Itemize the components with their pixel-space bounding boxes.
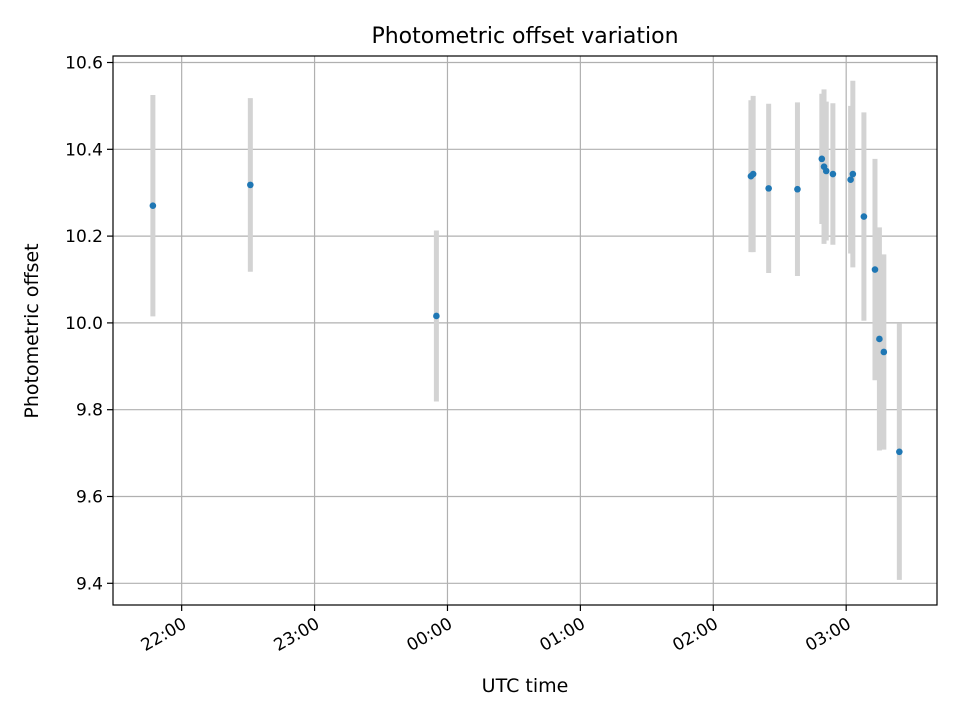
data-point <box>829 170 837 178</box>
y-tick-label: 10.0 <box>65 314 103 334</box>
y-tick-label: 10.4 <box>65 140 103 160</box>
data-point <box>433 312 440 320</box>
chart-title: Photometric offset variation <box>371 24 678 49</box>
y-tick-label: 9.4 <box>76 574 103 594</box>
y-tick-label: 9.8 <box>76 401 103 421</box>
data-points <box>149 155 903 456</box>
y-tick-label: 9.6 <box>76 488 103 508</box>
data-point <box>149 202 157 210</box>
data-point <box>765 185 772 192</box>
data-point <box>896 448 903 456</box>
data-point <box>818 155 826 163</box>
data-point <box>876 335 883 343</box>
y-axis-label: Photometric offset <box>21 243 43 418</box>
data-point <box>749 170 757 178</box>
x-axis-label: UTC time <box>482 675 569 697</box>
y-tick-label: 10.2 <box>65 227 103 247</box>
data-point <box>860 213 868 220</box>
data-point <box>849 170 857 178</box>
data-point <box>794 185 801 193</box>
data-point <box>871 266 879 273</box>
y-tick-label: 10.6 <box>65 54 103 74</box>
y-axis-ticks: 9.4 9.6 9.8 10.0 10.2 10.4 10.6 <box>65 54 113 594</box>
data-point <box>822 167 830 175</box>
data-point <box>880 348 888 356</box>
plot-frame <box>112 55 938 606</box>
data-point <box>847 176 854 183</box>
data-point <box>247 181 254 189</box>
